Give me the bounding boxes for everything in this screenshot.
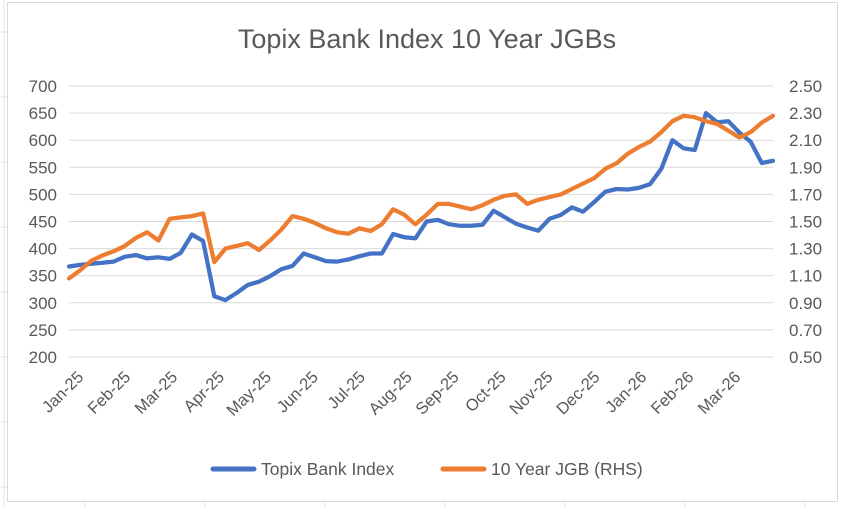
- svg-text:250: 250: [29, 321, 57, 340]
- y-axis-left: 700 650 600 550 500 450 400 350 300 250 200: [29, 77, 57, 367]
- svg-text:1.50: 1.50: [789, 213, 822, 232]
- svg-text:1.70: 1.70: [789, 185, 822, 204]
- legend-label-jgb: 10 Year JGB (RHS): [491, 459, 643, 479]
- svg-text:600: 600: [29, 131, 57, 150]
- series-topix-bank-index-line: [66, 110, 776, 303]
- series-10-year-jgb-line: [66, 113, 776, 281]
- chart-title: Topix Bank Index 10 Year JGBs: [238, 24, 616, 54]
- legend-label-topix: Topix Bank Index: [261, 459, 395, 479]
- svg-text:0.70: 0.70: [789, 321, 822, 340]
- svg-text:500: 500: [29, 185, 57, 204]
- svg-text:700: 700: [29, 77, 57, 96]
- svg-text:0.90: 0.90: [789, 294, 822, 313]
- svg-text:2.30: 2.30: [789, 104, 822, 123]
- svg-text:1.30: 1.30: [789, 240, 822, 259]
- spreadsheet-gridline-stubs: [0, 0, 806, 507]
- legend: Topix Bank Index 10 Year JGB (RHS): [210, 459, 643, 479]
- svg-text:550: 550: [29, 158, 57, 177]
- svg-text:0.50: 0.50: [789, 348, 822, 367]
- svg-text:650: 650: [29, 104, 57, 123]
- svg-text:300: 300: [29, 294, 57, 313]
- gridlines: [69, 85, 773, 358]
- chart-frame: [7, 2, 838, 502]
- svg-text:2.50: 2.50: [789, 77, 822, 96]
- svg-text:350: 350: [29, 267, 57, 286]
- svg-text:1.90: 1.90: [789, 158, 822, 177]
- svg-text:400: 400: [29, 240, 57, 259]
- svg-text:2.10: 2.10: [789, 131, 822, 150]
- svg-text:1.10: 1.10: [789, 267, 822, 286]
- y-axis-right: 2.50 2.30 2.10 1.90 1.70 1.50 1.30 1.10 0.90 0.70…: [789, 77, 822, 367]
- svg-text:450: 450: [29, 213, 57, 232]
- svg-text:200: 200: [29, 348, 57, 367]
